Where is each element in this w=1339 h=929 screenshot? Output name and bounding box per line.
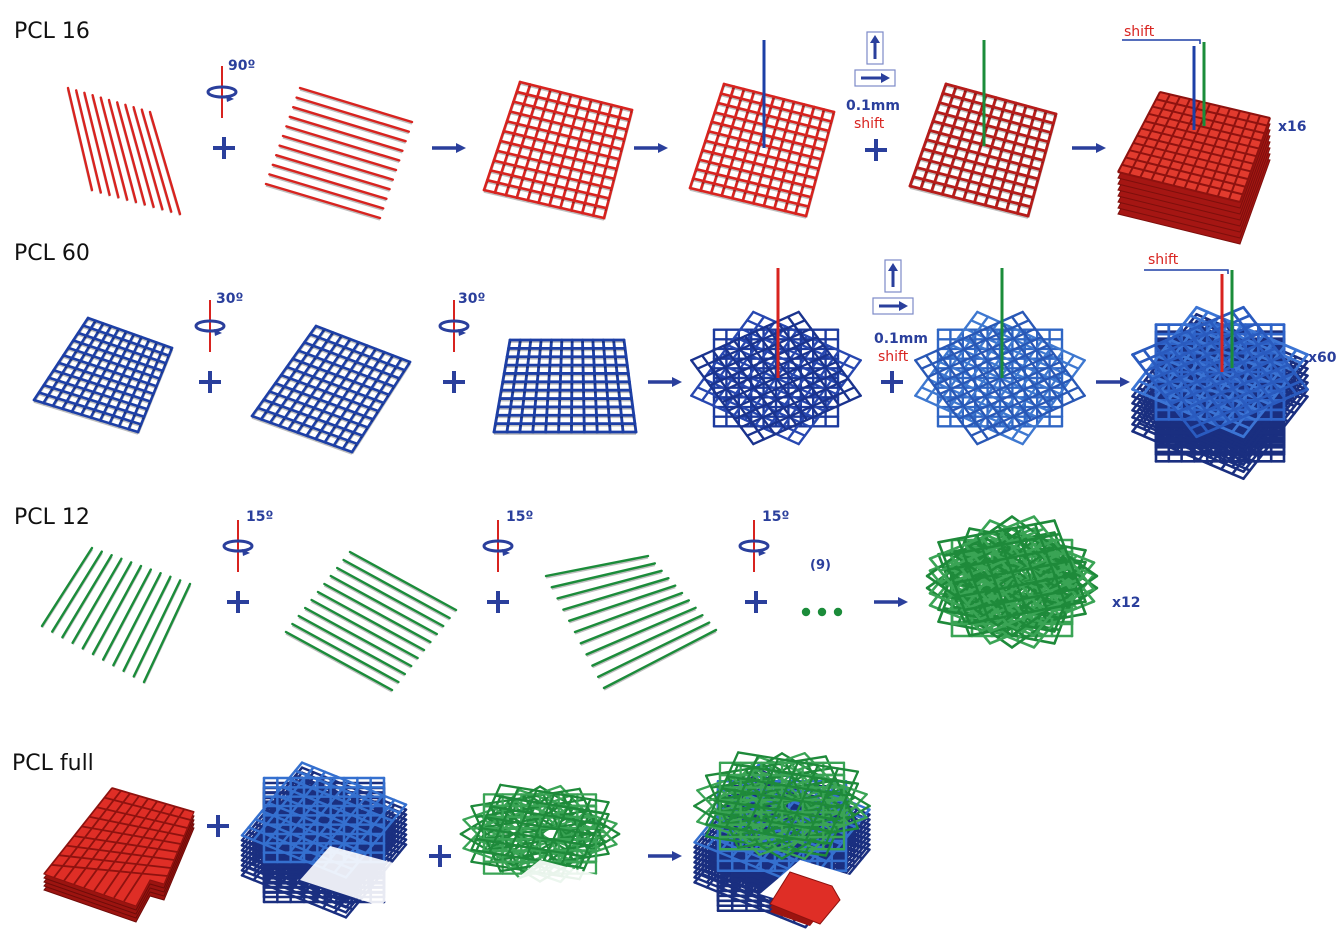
rotation-angle-label: 15º [506, 509, 533, 525]
rotation-icon [482, 520, 514, 572]
plus-operator [881, 371, 903, 393]
top-shift-label: shift [1148, 252, 1179, 268]
green-strands-sheet [40, 546, 192, 685]
rotation-angle-label: 30º [216, 291, 243, 307]
red-l-block [43, 787, 195, 923]
rotation-icon [194, 300, 226, 352]
multiplier-label: x16 [1278, 119, 1307, 135]
multiplier-label: x60 [1308, 350, 1337, 366]
row-title-pclfull: PCL full [12, 751, 94, 776]
rotation-icon [738, 520, 770, 572]
red-stacked-block [1117, 91, 1271, 245]
shift-bracket [1122, 39, 1201, 44]
arrow-operator [432, 143, 466, 153]
arrow-operator [1072, 143, 1106, 153]
ellipsis-dots [801, 607, 843, 617]
plus-operator [227, 591, 249, 613]
rotation-angle-label: 90º [228, 58, 255, 74]
green-strands-rotated-sheet [284, 550, 458, 693]
full-composite-block [693, 751, 880, 929]
row-title-pcl16: PCL 16 [14, 19, 90, 44]
arrow-operator [874, 597, 908, 607]
shift-icon [872, 259, 914, 315]
blue-stacked-block [1131, 305, 1309, 480]
shift-amount-label: 0.1mm [846, 98, 900, 114]
arrow-operator [634, 143, 668, 153]
row-title-pcl60: PCL 60 [14, 241, 90, 266]
arrow-operator [648, 377, 682, 387]
rotation-icon [438, 300, 470, 352]
red-grid-layer [482, 80, 634, 221]
multiplier-label: x12 [1112, 595, 1141, 611]
rotation-angle-label: 15º [762, 509, 789, 525]
plus-operator [487, 591, 509, 613]
red-grid-layer-shifted [908, 82, 1058, 219]
red-strands-sheet [66, 86, 182, 216]
shift-icon [854, 31, 896, 87]
repeat-count-label: (9) [810, 558, 831, 573]
shift-bracket [1144, 269, 1229, 274]
plus-operator [199, 371, 221, 393]
rotation-icon [206, 66, 238, 118]
plus-operator [207, 815, 229, 837]
blue-grid-layer-rotated [250, 324, 412, 455]
shift-word-label: shift [854, 116, 885, 132]
plus-operator [865, 139, 887, 161]
red-grid-layer [688, 82, 836, 219]
shift-amount-label: 0.1mm [874, 331, 928, 347]
blue-star-grid-shifted [914, 310, 1086, 446]
plus-operator [745, 591, 767, 613]
plus-operator [213, 137, 235, 159]
plus-operator [429, 845, 451, 867]
red-strands-rotated-sheet [264, 86, 414, 221]
row-title-pcl12: PCL 12 [14, 505, 90, 530]
arrow-operator [1096, 377, 1130, 387]
plus-operator [443, 371, 465, 393]
rotation-angle-label: 30º [458, 291, 485, 307]
green-strands-rotated-sheet [544, 554, 718, 691]
blue-l-block [240, 761, 420, 919]
green-l-block [459, 783, 640, 906]
rotation-icon [222, 520, 254, 572]
blue-grid-layer [32, 316, 174, 435]
top-shift-label: shift [1124, 24, 1155, 40]
blue-grid-layer-flat [492, 338, 638, 435]
shift-word-label: shift [878, 349, 909, 365]
rotation-angle-label: 15º [246, 509, 273, 525]
green-stacked-block [925, 515, 1099, 649]
blue-star-grid [690, 310, 862, 446]
arrow-operator [648, 851, 682, 861]
